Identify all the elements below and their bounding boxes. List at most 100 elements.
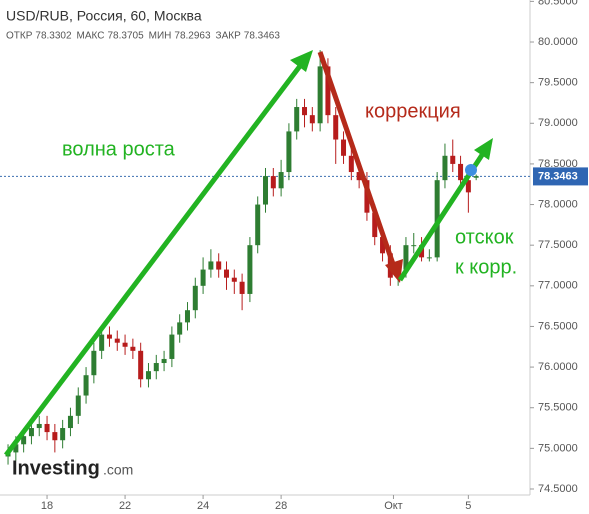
arrow-head xyxy=(290,50,313,72)
candle-body xyxy=(52,432,58,441)
candle-body xyxy=(348,155,354,173)
candle-body xyxy=(263,176,269,205)
ohlc-value: 78.3302 xyxy=(35,31,72,42)
candle-body xyxy=(380,237,386,254)
candle-body xyxy=(99,334,105,351)
candle-body xyxy=(403,245,409,270)
candle-body xyxy=(138,350,144,380)
candle-body xyxy=(200,269,206,286)
candle-body xyxy=(21,436,27,445)
candle-body xyxy=(473,176,479,178)
candle-body xyxy=(36,423,42,429)
ohlc-header: ОТКР 78.3302 МАКС 78.3705 МИН 78.2963 ЗАКР 78.3… xyxy=(6,31,280,42)
candle-body xyxy=(231,277,237,282)
candle-body xyxy=(442,155,448,181)
x-tick-label: 24 xyxy=(197,500,209,512)
candle-body xyxy=(130,346,136,351)
candle-body xyxy=(333,115,339,140)
last-point-marker xyxy=(465,164,477,176)
ohlc-value: 78.2963 xyxy=(174,31,211,42)
ohlc-label: ОТКР xyxy=(6,31,33,42)
chart-title: USD/RUB, Россия, 60, Москва xyxy=(6,8,202,24)
last-price-box xyxy=(533,167,588,186)
candle-body xyxy=(91,350,97,376)
last-price-label: 78.3463 xyxy=(538,170,578,182)
arrow-head xyxy=(474,138,493,160)
candle-body xyxy=(44,423,50,433)
ohlc-label: ЗАКР xyxy=(216,31,242,42)
candle-body xyxy=(83,375,89,396)
candle-body xyxy=(458,163,464,181)
candle-body xyxy=(13,444,19,453)
y-tick-label: 75.5000 xyxy=(538,402,578,414)
x-tick-label: 18 xyxy=(41,500,53,512)
ohlc-value: 78.3463 xyxy=(244,31,281,42)
plot-base xyxy=(0,0,534,499)
y-tick-label: 78.0000 xyxy=(538,198,578,210)
arrow-shaft xyxy=(4,64,302,457)
arrows xyxy=(4,50,493,457)
y-tick-label: 74.5000 xyxy=(538,483,578,495)
candle-body xyxy=(184,310,190,323)
candle-body xyxy=(114,338,120,343)
candle-body xyxy=(106,334,112,339)
candle-body xyxy=(270,176,276,189)
x-tick-label: 22 xyxy=(119,500,131,512)
candle-body xyxy=(278,172,284,189)
candle-body xyxy=(411,245,417,247)
candle-body xyxy=(28,428,34,437)
candle-body xyxy=(294,107,300,132)
candle-body xyxy=(286,131,292,173)
y-tick-label: 75.0000 xyxy=(538,442,578,454)
candle-body xyxy=(434,180,440,258)
candle-body xyxy=(450,155,456,164)
arrow-head xyxy=(385,259,403,283)
y-tick-label: 77.0000 xyxy=(538,280,578,292)
y-tick-label: 79.0000 xyxy=(538,117,578,129)
ohlc-value: 78.3705 xyxy=(107,31,144,42)
candle-body xyxy=(223,269,229,278)
candle-body xyxy=(161,358,167,364)
candle-body xyxy=(208,261,214,270)
candles xyxy=(5,50,479,465)
candle-body xyxy=(325,66,331,116)
candle-body xyxy=(255,204,261,246)
candle-body xyxy=(153,363,159,372)
arrow-shaft xyxy=(317,51,396,265)
candle-body xyxy=(60,428,66,441)
candle-body xyxy=(356,172,362,181)
ohlc-label: МАКС xyxy=(77,31,105,42)
y-tick-label: 76.5000 xyxy=(538,320,578,332)
candle-body xyxy=(122,342,128,347)
y-tick-label: 80.5000 xyxy=(538,0,578,7)
y-tick-label: 76.0000 xyxy=(538,361,578,373)
x-tick-label: 5 xyxy=(465,500,471,512)
candle-body xyxy=(67,415,73,429)
candle-body xyxy=(145,371,151,380)
candle-body xyxy=(465,180,471,193)
annotation: отскок xyxy=(455,226,514,248)
candle-body xyxy=(169,334,175,359)
annotation: к корр. xyxy=(455,256,517,278)
candle-body xyxy=(302,107,308,116)
candle-body xyxy=(247,245,253,294)
y-tick-label: 77.5000 xyxy=(538,239,578,251)
candle-body xyxy=(364,180,370,213)
candle-body xyxy=(317,66,323,124)
candle-body xyxy=(192,285,198,311)
candle-body xyxy=(372,212,378,238)
x-tick-label: 28 xyxy=(275,500,287,512)
logo-suffix: .com xyxy=(103,462,133,478)
annotation: волна роста xyxy=(62,138,176,160)
candle-body xyxy=(239,281,245,294)
candle-body xyxy=(341,139,347,156)
candle-body xyxy=(309,115,315,124)
logo: Investing xyxy=(12,457,100,479)
annotation: коррекция xyxy=(365,100,461,122)
ohlc-label: МИН xyxy=(149,31,172,42)
candle-body xyxy=(216,261,222,270)
y-tick-label: 78.5000 xyxy=(538,158,578,170)
y-tick-label: 80.0000 xyxy=(538,36,578,48)
y-tick-label: 79.5000 xyxy=(538,77,578,89)
